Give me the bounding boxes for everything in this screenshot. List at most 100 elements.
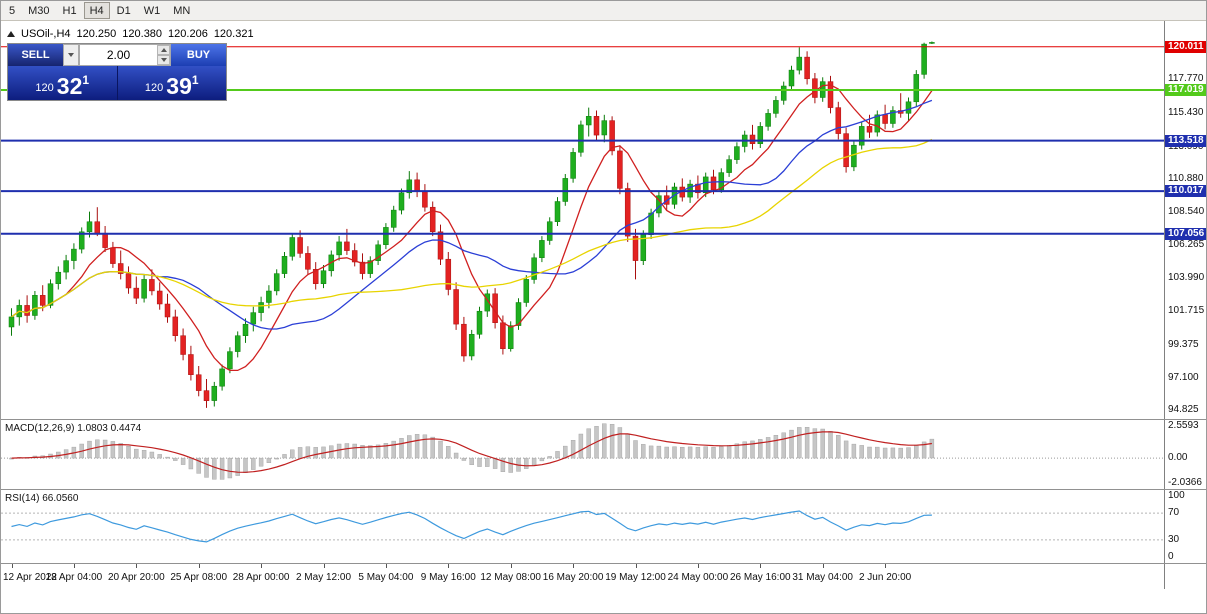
chevron-down-icon — [68, 53, 74, 57]
rsi-chart — [1, 510, 1164, 543]
timeframe-toolbar: 5 M30 H1 H4 D1 W1 MN — [1, 1, 1206, 21]
timeframe-button-5[interactable]: 5 — [3, 2, 21, 19]
time-axis-label: 2 Jun 20:00 — [858, 572, 912, 583]
price-axis-tick: 108.540 — [1168, 206, 1205, 218]
timeframe-button-M30[interactable]: M30 — [22, 2, 55, 19]
time-tick — [510, 564, 512, 568]
ask-pips: 39 — [166, 73, 192, 99]
time-tick — [73, 564, 75, 568]
candlestick-chart[interactable] — [1, 21, 1164, 418]
price-axis-tick: 103.990 — [1168, 272, 1205, 284]
time-tick — [198, 564, 200, 568]
time-axis: 12 Apr 2022 18 Apr 04:00 20 Apr 20:00 25 Ap… — [1, 563, 1206, 589]
macd-axis-tick: -2.0366 — [1168, 477, 1202, 488]
bid-big-figure: 120 — [35, 82, 54, 94]
time-axis-label: 31 May 04:00 — [792, 572, 853, 583]
price-axis-tick: 94.825 — [1168, 404, 1199, 416]
time-axis-corner — [1164, 564, 1206, 589]
buy-button[interactable]: BUY — [171, 44, 226, 66]
ask-price[interactable]: 120 39 1 — [118, 66, 227, 100]
rsi-line — [11, 510, 932, 543]
volume-input[interactable] — [80, 45, 157, 65]
macd-axis-tick: 2.5593 — [1168, 420, 1199, 432]
volume-spinner — [157, 45, 170, 65]
time-tick — [11, 564, 13, 568]
time-axis-label: 16 May 20:00 — [542, 572, 604, 583]
time-tick — [760, 564, 762, 568]
volume-decrease-button[interactable] — [157, 55, 170, 65]
timeframe-button-W1[interactable]: W1 — [138, 2, 167, 19]
rsi-label: RSI(14) 66.0560 — [5, 493, 79, 504]
ma-line-8 — [11, 84, 933, 372]
chart-ohlc-header: USOil-,H4 120.250 120.380 120.206 120.32… — [7, 28, 254, 40]
time-axis-label: 24 May 00:00 — [667, 572, 729, 583]
macd-label: MACD(12,26,9) 1.0803 0.4474 — [5, 423, 142, 434]
macd-chart — [1, 423, 1164, 480]
time-axis-label: 18 Apr 04:00 — [45, 572, 103, 583]
time-tick — [261, 564, 263, 568]
ohlc-high: 120.380 — [122, 28, 163, 40]
time-tick — [573, 564, 575, 568]
price-axis-tick: 99.375 — [1168, 338, 1199, 350]
price-axis: 117.770115.430113.090110.880108.540106.2… — [1164, 21, 1206, 419]
price-level-badge: 107.056 — [1165, 227, 1206, 240]
timeframe-button-MN[interactable]: MN — [167, 2, 196, 19]
sell-button[interactable]: SELL — [8, 44, 63, 66]
ohlc-close: 120.321 — [213, 28, 254, 40]
price-axis-tick: 117.770 — [1168, 73, 1204, 85]
price-level-badge: 117.019 — [1165, 84, 1206, 97]
time-tick — [885, 564, 887, 568]
bid-pips: 32 — [56, 73, 83, 99]
time-axis-label: 25 Apr 08:00 — [170, 572, 228, 583]
time-axis-label: 12 May 08:00 — [480, 572, 541, 583]
price-level-badge: 113.518 — [1165, 134, 1206, 147]
time-axis-label: 20 Apr 20:00 — [107, 572, 165, 583]
ma-line-40 — [11, 138, 933, 318]
rsi-indicator-pane: RSI(14) 66.0560 100 70 30 0 — [1, 489, 1206, 563]
rsi-axis-tick: 30 — [1168, 533, 1180, 545]
rsi-axis-tick: 100 — [1168, 490, 1185, 501]
bid-ask-display: 120 32 1 120 39 1 — [8, 66, 226, 100]
spinner-up-icon — [160, 48, 167, 52]
spinner-down-icon — [160, 58, 167, 62]
time-tick — [697, 564, 699, 568]
price-level-badge: 110.017 — [1165, 185, 1206, 198]
chart-symbol-label: USOil-,H4 — [21, 28, 71, 40]
timeframe-button-D1[interactable]: D1 — [111, 2, 137, 19]
time-axis-label: 2 May 12:00 — [295, 572, 352, 583]
macd-axis: 2.5593 0.00 -2.0366 — [1164, 420, 1206, 489]
price-axis-tick: 101.715 — [1168, 304, 1205, 316]
time-axis-label: 28 Apr 00:00 — [232, 572, 290, 583]
time-tick — [385, 564, 387, 568]
time-tick — [136, 564, 138, 568]
ask-big-figure: 120 — [144, 82, 164, 94]
price-axis-tick: 106.265 — [1168, 239, 1205, 251]
timeframe-button-H1[interactable]: H1 — [57, 2, 83, 19]
price-axis-tick: 110.880 — [1168, 172, 1204, 184]
price-level-badge: 120.011 — [1165, 40, 1206, 53]
time-axis-label: 5 May 04:00 — [358, 572, 414, 583]
time-axis-label: 26 May 16:00 — [729, 572, 791, 583]
price-axis-tick: 115.430 — [1168, 106, 1204, 118]
macd-axis-tick: 0.00 — [1168, 452, 1188, 464]
price-chart-pane: USOil-,H4 120.250 120.380 120.206 120.32… — [1, 21, 1206, 419]
time-axis-label: 19 May 12:00 — [605, 572, 666, 583]
volume-dropdown-button[interactable] — [63, 44, 79, 66]
ma-line-20 — [11, 99, 933, 330]
bid-price[interactable]: 120 32 1 — [8, 66, 118, 100]
time-axis-label: 9 May 16:00 — [420, 572, 476, 583]
ohlc-low: 120.206 — [168, 28, 208, 40]
rsi-axis-tick: 70 — [1168, 507, 1180, 519]
volume-increase-button[interactable] — [157, 45, 170, 55]
time-tick — [635, 564, 637, 568]
chart-marker-icon — [7, 31, 15, 37]
price-axis-tick: 97.100 — [1168, 371, 1199, 383]
ask-pipette: 1 — [191, 73, 199, 87]
rsi-axis: 100 70 30 0 — [1164, 490, 1206, 563]
macd-indicator-pane: MACD(12,26,9) 1.0803 0.4474 2.5593 0.00 -2… — [1, 419, 1206, 489]
time-tick — [448, 564, 450, 568]
timeframe-button-H4[interactable]: H4 — [83, 2, 110, 19]
bid-pipette: 1 — [82, 73, 90, 87]
